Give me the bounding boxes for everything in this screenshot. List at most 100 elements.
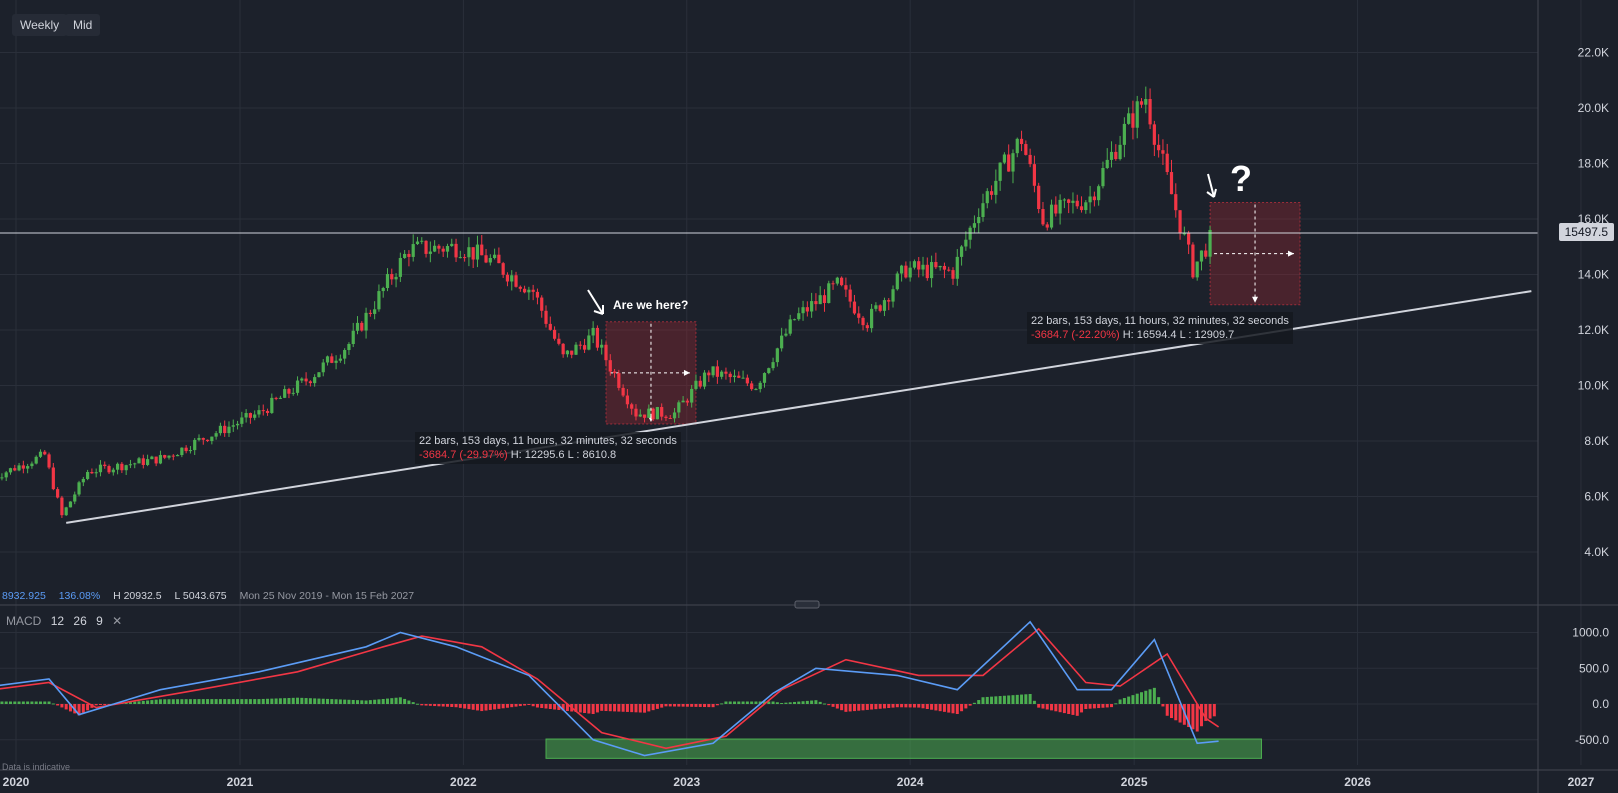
macd-support-zone	[545, 738, 1262, 759]
macd-histogram-bar	[253, 699, 257, 704]
candles	[0, 86, 1212, 518]
candle-body	[561, 343, 565, 355]
candle-body	[1161, 150, 1165, 154]
candle-body	[591, 327, 595, 336]
macd-histogram-bar	[8, 701, 12, 704]
macd-histogram-bar	[763, 701, 767, 704]
candle-body	[852, 301, 857, 314]
macd-histogram-bar	[1178, 704, 1182, 723]
macd-histogram-bar	[1062, 704, 1066, 714]
candle-body	[660, 407, 664, 417]
macd-histogram-bar	[1024, 694, 1028, 704]
candle-body	[642, 414, 647, 418]
macd-histogram-bar	[591, 704, 595, 715]
candle-body	[197, 437, 201, 440]
candle-body	[1195, 261, 1199, 278]
candle-body	[1071, 200, 1075, 203]
macd-histogram-bar	[450, 704, 454, 707]
macd-histogram-bar	[56, 704, 60, 706]
candle-body	[745, 377, 749, 384]
candle-body	[313, 377, 317, 384]
macd-histogram-bar	[792, 701, 796, 704]
macd-histogram-bar	[1058, 704, 1062, 713]
candle-body	[1135, 101, 1139, 128]
macd-histogram-bar	[981, 697, 985, 704]
candle-body	[685, 400, 689, 403]
macd-line	[0, 620, 1219, 757]
macd-histogram-bar	[236, 699, 240, 704]
candle-body	[480, 244, 484, 256]
candle-body	[672, 412, 677, 419]
candle-body	[895, 273, 899, 290]
macd-histogram-bar	[107, 704, 111, 705]
candle-body	[4, 472, 8, 478]
close-icon[interactable]: ✕	[112, 614, 123, 628]
candle-body	[1114, 151, 1118, 160]
y-tick-label: 20.0K	[1578, 101, 1609, 115]
macd-histogram-bar	[223, 699, 227, 704]
macd-histogram-bar	[707, 704, 711, 708]
macd-histogram-bar	[690, 704, 694, 707]
macd-histogram-bar	[947, 704, 951, 713]
candle-body	[145, 459, 150, 465]
candle-body	[154, 456, 158, 464]
macd-histogram-bar	[814, 700, 818, 704]
macd-histogram-bar	[1122, 698, 1126, 704]
macd-histogram-bar	[347, 699, 351, 704]
macd-histogram-bar	[201, 699, 205, 704]
candle-body	[1011, 153, 1015, 172]
macd-histogram-bar	[270, 698, 274, 704]
macd-histogram-bar	[673, 704, 677, 707]
macd-histogram-bar	[454, 704, 458, 708]
macd-histogram-bar	[865, 704, 869, 710]
macd-histogram-bar	[840, 704, 844, 711]
candle-body	[934, 262, 938, 268]
macd-histogram-bar	[141, 700, 145, 704]
macd-histogram-bar	[818, 701, 822, 704]
macd-histogram-bar	[17, 701, 21, 704]
candle-body	[175, 455, 180, 457]
macd-histogram-bar	[1097, 704, 1101, 709]
candle-body	[788, 319, 792, 334]
macd-legend[interactable]: MACD 12 26 9 ✕	[6, 614, 128, 628]
macd-histogram-bar	[1157, 697, 1161, 704]
macd-histogram-bar	[420, 704, 424, 706]
macd-histogram-bar	[94, 704, 98, 706]
candle-body	[840, 277, 844, 286]
measure-2-duration: 22 bars, 153 days, 11 hours, 32 minutes,…	[1031, 315, 1289, 327]
measure-1-change: -3684.7 (-29.97%)	[419, 449, 508, 461]
candle-body	[73, 494, 77, 502]
macd-name: MACD	[6, 614, 42, 628]
candle-body	[574, 344, 578, 355]
macd-histogram-bar	[171, 699, 175, 704]
macd-histogram-bar	[1135, 693, 1139, 704]
macd-histogram-bar	[788, 702, 792, 704]
macd-histogram-bar	[754, 701, 758, 704]
candle-body	[865, 325, 869, 329]
candle-body	[454, 243, 458, 258]
macd-tick-label: 0.0	[1592, 697, 1609, 711]
candle-body	[484, 255, 488, 263]
candle-body	[283, 389, 287, 398]
interval-button[interactable]: Weekly	[12, 14, 68, 36]
macd-histogram-bar	[711, 704, 715, 708]
macd-histogram-bar	[43, 701, 47, 704]
candle-body	[1007, 154, 1011, 172]
macd-histogram-bar	[767, 701, 771, 704]
macd-histogram-bar	[1195, 704, 1199, 732]
macd-histogram-bar	[831, 704, 835, 707]
candle-body	[445, 246, 450, 252]
candle-body	[565, 350, 570, 355]
candle-body	[964, 239, 968, 247]
macd-histogram-bar	[351, 699, 355, 704]
candle-body	[321, 362, 325, 373]
price-type-button[interactable]: Mid	[65, 14, 101, 36]
candle-body	[912, 261, 917, 268]
macd-histogram-bar	[1161, 704, 1165, 707]
macd-histogram-bar	[668, 704, 672, 707]
candle-body	[1092, 196, 1096, 201]
candle-body	[625, 395, 630, 405]
candle-body	[835, 277, 839, 284]
candle-body	[1075, 200, 1079, 207]
